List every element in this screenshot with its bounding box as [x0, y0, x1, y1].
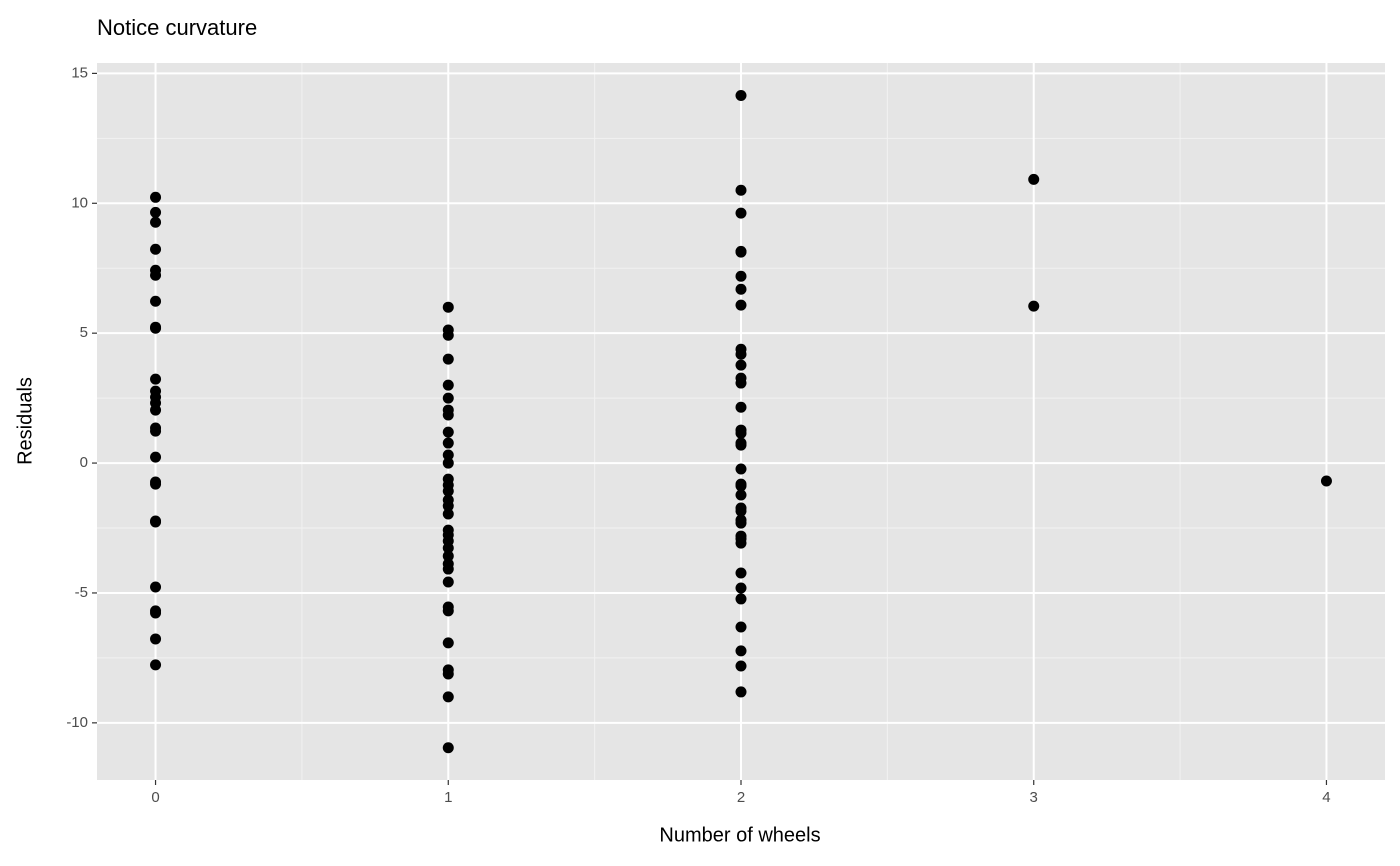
point: [442, 691, 454, 703]
point: [150, 269, 162, 281]
point: [150, 451, 162, 463]
point: [442, 668, 454, 680]
y-tick-label: 0: [80, 454, 88, 471]
point: [735, 401, 747, 413]
point: [735, 184, 747, 196]
point: [735, 567, 747, 579]
point: [735, 660, 747, 672]
point: [1028, 300, 1040, 312]
point: [442, 426, 454, 438]
y-tick-label: 5: [80, 324, 88, 341]
x-tick-label: 2: [737, 789, 745, 806]
x-tick-label: 0: [151, 789, 159, 806]
point: [442, 329, 454, 341]
point: [150, 216, 162, 228]
point: [442, 409, 454, 421]
point: [442, 353, 454, 365]
point: [442, 437, 454, 449]
point: [735, 686, 747, 698]
point: [735, 427, 747, 439]
point: [735, 246, 747, 258]
point: [150, 607, 162, 619]
point: [1320, 475, 1332, 487]
point: [735, 505, 747, 517]
point: [442, 637, 454, 649]
point: [735, 348, 747, 360]
point: [735, 89, 747, 101]
point: [442, 576, 454, 588]
x-tick-label: 3: [1030, 789, 1038, 806]
point: [735, 283, 747, 295]
point: [735, 621, 747, 633]
point: [442, 550, 454, 562]
point: [735, 207, 747, 219]
point: [150, 425, 162, 437]
point: [442, 542, 454, 554]
y-tick-label: -5: [75, 584, 88, 601]
point: [735, 439, 747, 451]
point: [150, 373, 162, 385]
y-tick-label: -10: [66, 714, 88, 731]
y-tick-label: 15: [71, 64, 88, 81]
point: [442, 508, 454, 520]
point: [150, 243, 162, 255]
point: [442, 485, 454, 497]
point: [442, 742, 454, 754]
point: [735, 593, 747, 605]
x-tick-label: 1: [444, 789, 452, 806]
point: [150, 581, 162, 593]
point: [735, 359, 747, 371]
point: [735, 377, 747, 389]
point: [150, 191, 162, 203]
point: [735, 582, 747, 594]
point: [150, 322, 162, 334]
point: [150, 295, 162, 307]
point: [1028, 173, 1040, 185]
point: [150, 206, 162, 218]
point: [442, 605, 454, 617]
x-axis-title: Number of wheels: [659, 824, 820, 846]
point: [442, 457, 454, 469]
point: [150, 478, 162, 490]
point: [150, 659, 162, 671]
chart-title: Notice curvature: [97, 15, 257, 40]
point: [735, 537, 747, 549]
point: [735, 480, 747, 492]
x-tick-label: 4: [1322, 789, 1330, 806]
point: [735, 645, 747, 657]
point: [735, 299, 747, 311]
point: [735, 463, 747, 475]
y-axis-title: Residuals: [14, 377, 36, 465]
point: [735, 489, 747, 501]
point: [442, 449, 454, 461]
point: [442, 379, 454, 391]
y-tick-label: 10: [71, 194, 88, 211]
point: [735, 517, 747, 529]
point: [442, 500, 454, 512]
point: [442, 392, 454, 404]
point: [442, 301, 454, 313]
point: [150, 516, 162, 528]
point: [735, 270, 747, 282]
point: [150, 633, 162, 645]
point: [442, 563, 454, 575]
point: [150, 404, 162, 416]
